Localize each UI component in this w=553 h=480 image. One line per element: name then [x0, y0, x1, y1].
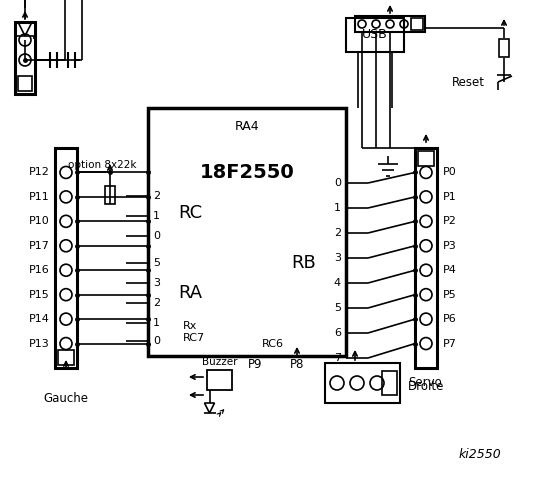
Bar	[355, 16, 425, 32]
Bar	[55, 148, 77, 368]
Text: Gauche: Gauche	[44, 392, 88, 405]
Text: RC6: RC6	[262, 339, 284, 349]
Bar	[411, 18, 423, 30]
Text: Reset: Reset	[452, 75, 485, 88]
Text: Rx: Rx	[183, 321, 197, 331]
Text: RC: RC	[178, 204, 202, 222]
Text: P6: P6	[443, 314, 457, 324]
Text: 6: 6	[334, 328, 341, 338]
Bar	[58, 350, 74, 365]
Text: P4: P4	[443, 265, 457, 275]
Text: P14: P14	[29, 314, 50, 324]
Text: RA4: RA4	[234, 120, 259, 132]
Text: P8: P8	[290, 358, 304, 371]
Bar	[499, 39, 509, 57]
Text: 0: 0	[334, 178, 341, 188]
Text: P0: P0	[443, 168, 457, 178]
Text: P11: P11	[29, 192, 50, 202]
Text: 3: 3	[334, 253, 341, 263]
Text: 0: 0	[153, 336, 160, 346]
Text: RA: RA	[178, 284, 202, 302]
Text: P13: P13	[29, 338, 50, 348]
Text: option 8x22k: option 8x22k	[68, 160, 136, 170]
Text: P2: P2	[443, 216, 457, 227]
Bar	[105, 186, 115, 204]
Text: 2: 2	[153, 191, 160, 201]
Text: 7: 7	[334, 353, 341, 363]
Text: 1: 1	[153, 318, 160, 328]
Bar	[382, 371, 397, 395]
Text: P10: P10	[29, 216, 50, 227]
Text: P15: P15	[29, 289, 50, 300]
Text: 3: 3	[153, 278, 160, 288]
Text: 5: 5	[153, 258, 160, 268]
Text: 1: 1	[153, 211, 160, 221]
Text: P3: P3	[443, 241, 457, 251]
Text: 0: 0	[153, 231, 160, 241]
Bar	[148, 108, 346, 356]
Text: P16: P16	[29, 265, 50, 275]
Text: P17: P17	[29, 241, 50, 251]
Text: 18F2550: 18F2550	[200, 164, 294, 182]
Text: USB: USB	[362, 28, 388, 41]
Text: Servo: Servo	[408, 376, 442, 389]
Text: P12: P12	[29, 168, 50, 178]
Bar	[325, 363, 400, 403]
Text: P1: P1	[443, 192, 457, 202]
Text: RC7: RC7	[183, 333, 205, 343]
Text: P5: P5	[443, 289, 457, 300]
Text: P7: P7	[443, 338, 457, 348]
Bar	[207, 370, 232, 390]
Text: ki2550: ki2550	[458, 448, 502, 461]
Text: 5: 5	[334, 303, 341, 313]
Text: 1: 1	[334, 203, 341, 213]
Text: 2: 2	[334, 228, 341, 238]
Text: Droite: Droite	[408, 380, 444, 393]
Text: RB: RB	[291, 254, 316, 272]
Bar	[415, 148, 437, 368]
Polygon shape	[205, 403, 215, 413]
Bar	[418, 151, 434, 166]
Text: 4: 4	[334, 278, 341, 288]
Text: Buzzer: Buzzer	[202, 357, 237, 367]
Text: P9: P9	[248, 358, 262, 371]
Bar	[15, 22, 35, 94]
Bar	[346, 18, 404, 52]
Bar	[18, 76, 32, 91]
Text: 2: 2	[153, 298, 160, 308]
